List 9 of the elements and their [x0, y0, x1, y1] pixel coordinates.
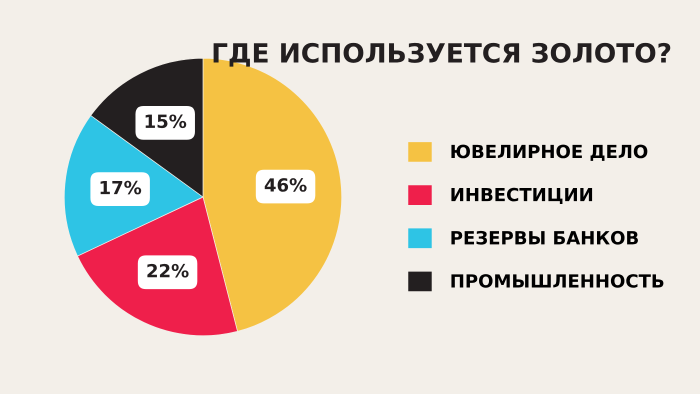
- legend-label: ИНВЕСТИЦИИ: [451, 188, 592, 204]
- data-label: 15%: [146, 114, 186, 128]
- legend-label: ПРОМЫШЛЕННОСТЬ: [451, 274, 664, 288]
- data-label: 46%: [264, 178, 307, 192]
- legend-label: РЕЗЕРВЫ БАНКОВ: [451, 230, 638, 245]
- legend-label: ЮВЕЛИРНОЕ ДЕЛО: [451, 144, 648, 161]
- data-label: 22%: [147, 264, 189, 278]
- data-label: 17%: [100, 180, 142, 194]
- chart-title: ГДЕ ИСПОЛЬЗУЕТСЯ ЗОЛОТО?: [214, 42, 670, 67]
